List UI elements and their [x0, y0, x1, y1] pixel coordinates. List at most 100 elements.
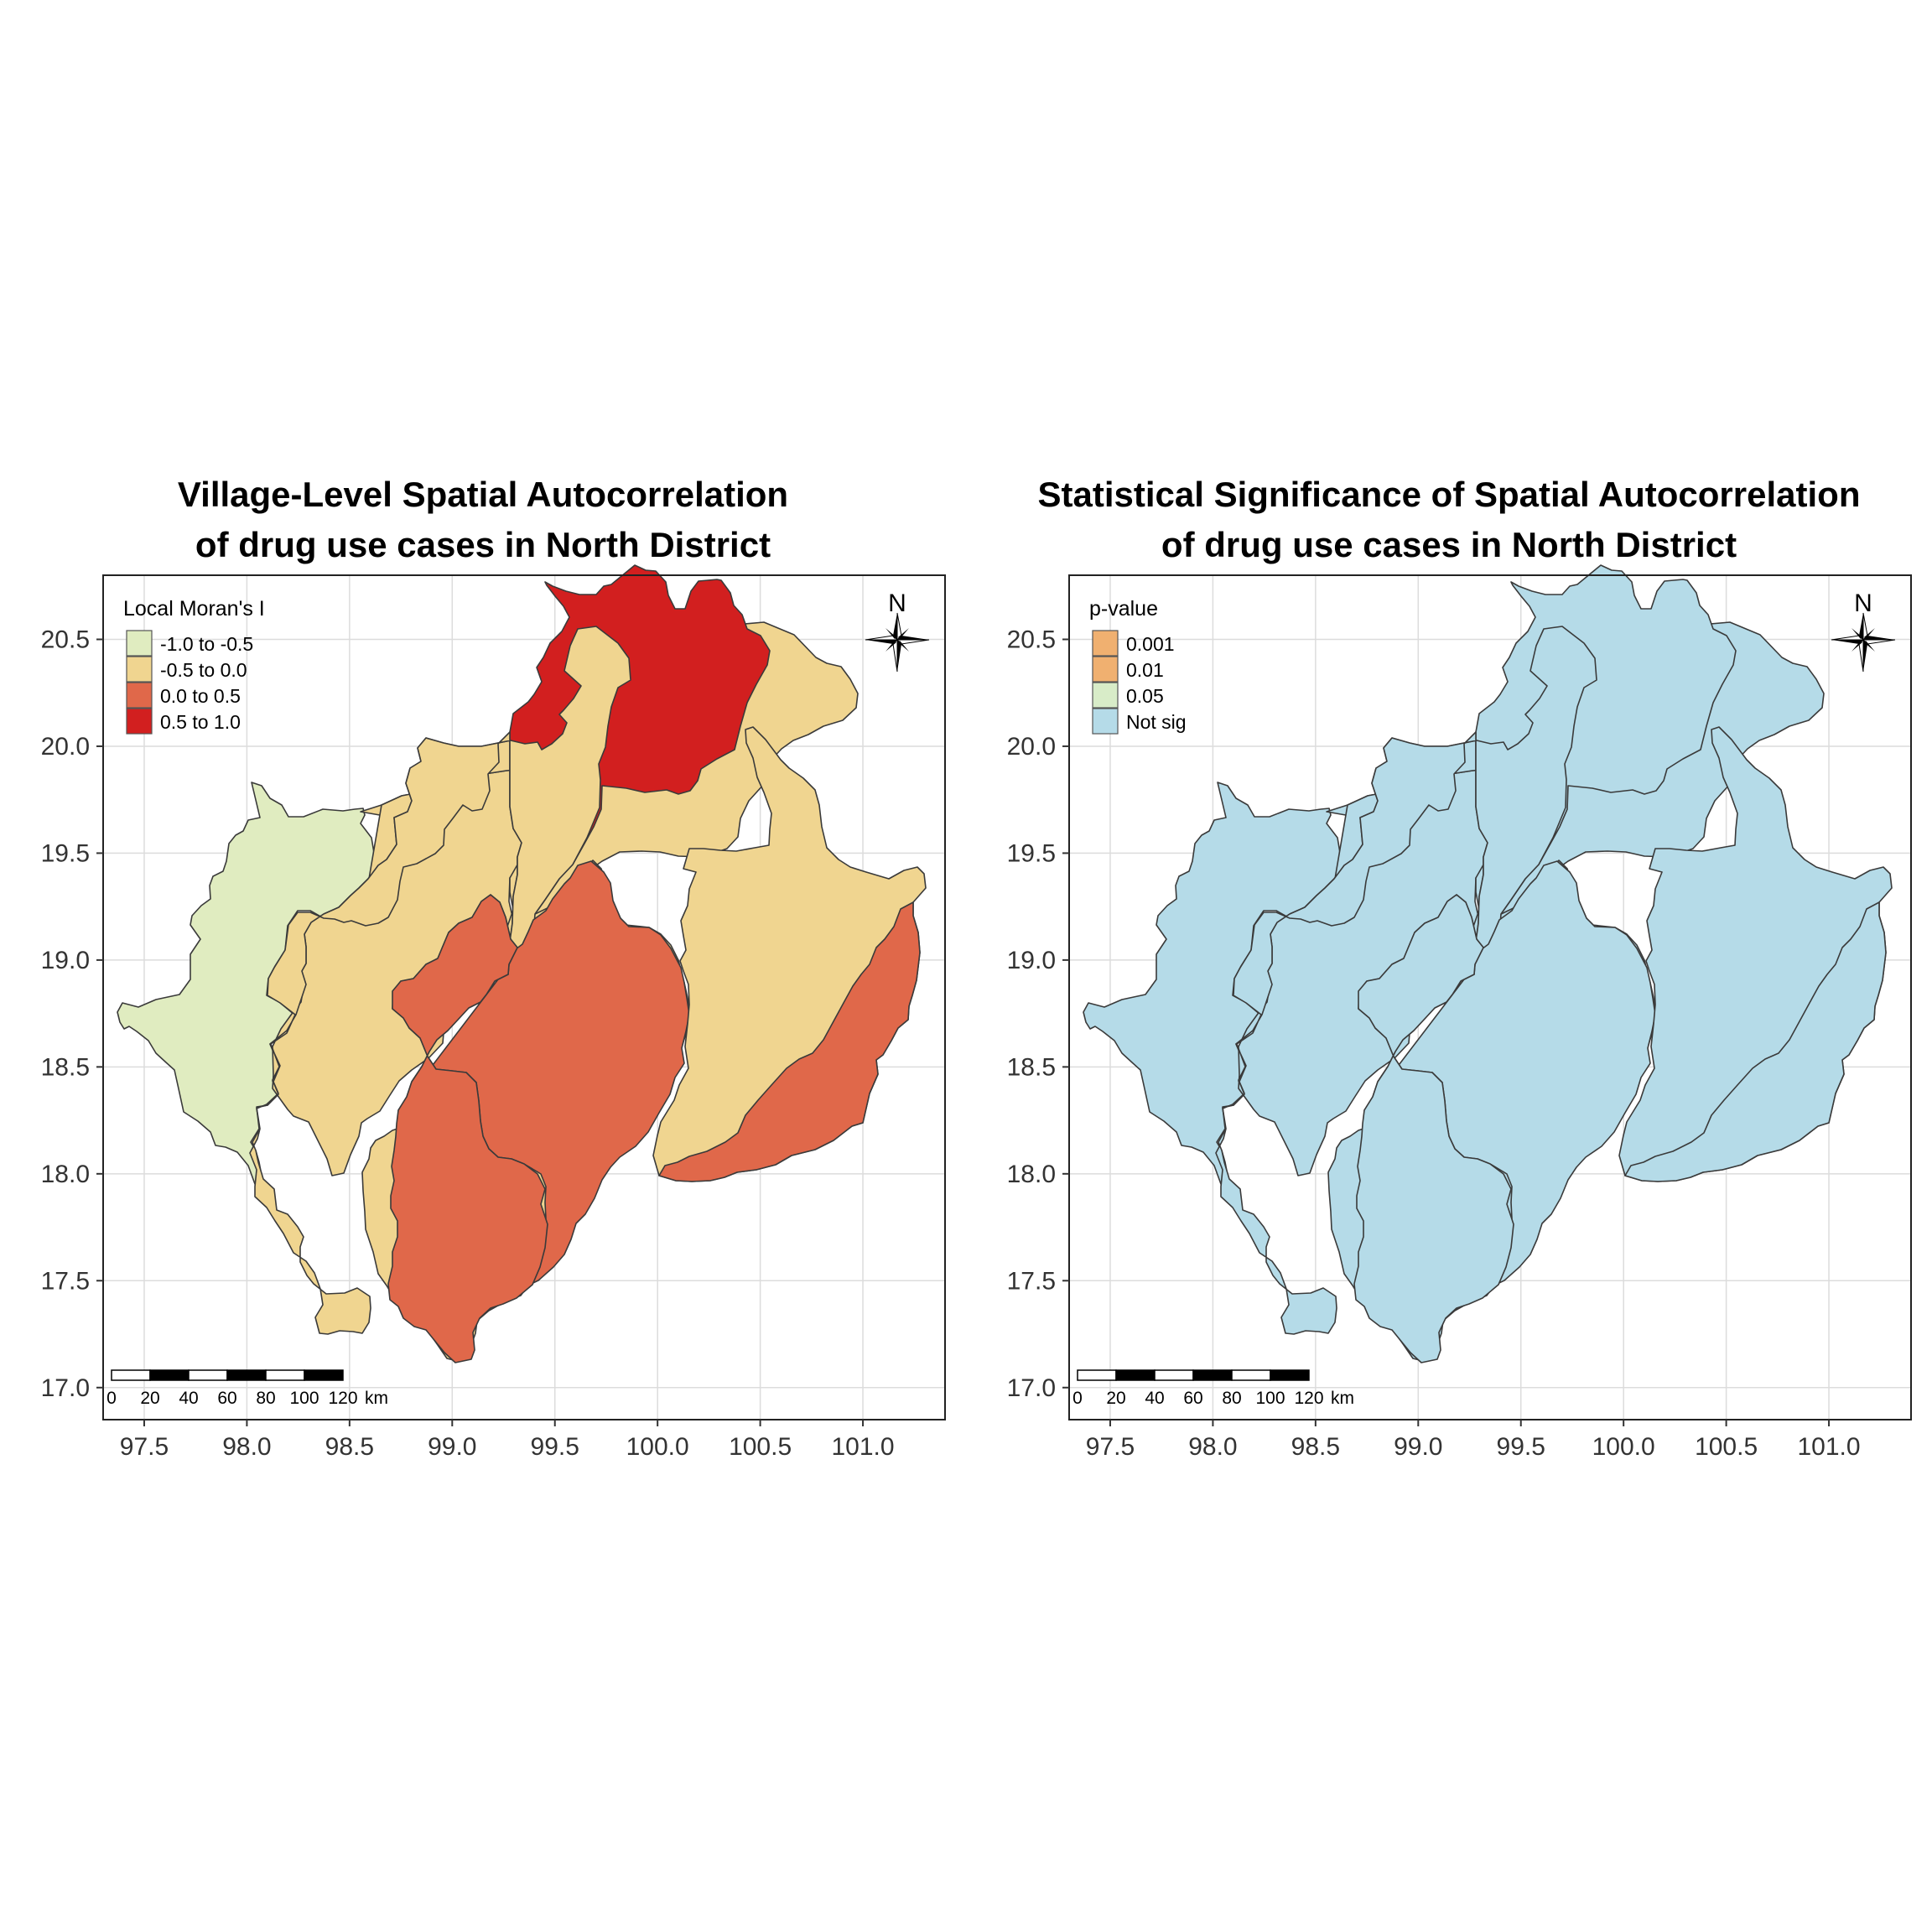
map-title: Statistical Significance of Spatial Auto…: [966, 470, 1932, 570]
compass-diagonal: [1852, 641, 1862, 652]
map-title-line-1: Statistical Significance of Spatial Auto…: [1037, 475, 1861, 514]
compass-diagonal: [898, 628, 909, 639]
scale-bar-tick-label: 60: [1183, 1389, 1202, 1408]
scale-bar-tick-label: 20: [140, 1389, 159, 1408]
compass-diagonal: [886, 641, 896, 652]
map-title-line-1: Village-Level Spatial Autocorrelation: [177, 475, 789, 514]
compass-diagonal: [1864, 641, 1875, 652]
legend-swatch: [1092, 630, 1119, 657]
x-tick-label: 99.0: [428, 1433, 476, 1461]
scale-bar-segment: [1154, 1369, 1194, 1381]
y-tick-label: 20.0: [1007, 733, 1056, 761]
legend-swatch: [1092, 708, 1119, 735]
legend-label: 0.001: [1126, 633, 1175, 655]
x-tick-label: 100.0: [1592, 1433, 1655, 1461]
district-regions: [117, 564, 927, 1363]
y-tick-label: 18.0: [41, 1161, 90, 1188]
y-tick-label: 17.0: [1007, 1374, 1056, 1402]
legend-swatch: [126, 630, 153, 657]
x-tick-label: 99.0: [1394, 1433, 1442, 1461]
scale-bar-unit: km: [365, 1389, 388, 1408]
scale-bar-segment: [1115, 1369, 1156, 1381]
north-label: N: [1854, 589, 1872, 617]
y-tick-label: 18.0: [1007, 1161, 1056, 1188]
scale-bar: 0 20 40 60 80 100 120 km: [106, 1369, 388, 1408]
y-tick-label: 20.5: [1007, 626, 1056, 653]
legend-label: 0.0 to 0.5: [160, 685, 241, 707]
axis-tick-labels: 17.0 17.5 18.0 18.5 19.0 19.5 20.0 20.5 97.5 98.0…: [41, 626, 895, 1461]
legend-swatch: [126, 708, 153, 735]
plot-frame: [1068, 574, 1912, 1420]
scale-bar-tick-label: 0: [106, 1389, 117, 1408]
moran-map-panel: Village-Level Spatial Autocorrelation of…: [0, 470, 966, 1476]
x-tick-label: 99.5: [531, 1433, 579, 1461]
scale-bar-segment: [226, 1369, 267, 1381]
legend-label: Not sig: [1126, 711, 1187, 733]
scale-bar-tick-label: 40: [179, 1389, 198, 1408]
district-region: [1353, 894, 1514, 1363]
compass-diagonal: [1864, 628, 1875, 639]
scale-bar-tick-label: 100: [289, 1389, 319, 1408]
map-title-line-2: of drug use cases in North District: [1161, 525, 1737, 564]
y-tick-label: 19.5: [1007, 839, 1056, 867]
legend-swatch: [126, 656, 153, 683]
scale-bar-tick-label: 40: [1145, 1389, 1164, 1408]
y-tick-label: 20.0: [41, 733, 90, 761]
scale-bar-tick-label: 0: [1072, 1389, 1083, 1408]
scale-bar-tick-label: 60: [217, 1389, 236, 1408]
significance-map-panel: Statistical Significance of Spatial Auto…: [966, 470, 1932, 1476]
x-tick-label: 97.5: [1086, 1433, 1135, 1461]
north-arrow-icon: N: [865, 589, 930, 673]
district-region: [249, 626, 631, 1335]
legend-label: -0.5 to 0.0: [160, 659, 247, 681]
scale-bar-tick-label: 80: [1222, 1389, 1241, 1408]
y-tick-label: 17.5: [1007, 1267, 1056, 1295]
north-arrow-icon: N: [1831, 589, 1896, 673]
district-region: [387, 894, 548, 1363]
scale-bar-unit: km: [1331, 1389, 1354, 1408]
legend-swatch: [1092, 656, 1119, 683]
x-tick-label: 100.5: [1695, 1433, 1758, 1461]
x-tick-label: 100.5: [729, 1433, 792, 1461]
map-legend: p-value 0.001 0.01 0.05 Not sig: [1089, 597, 1187, 735]
district-region: [1624, 901, 1887, 1182]
scale-bar-segment: [1270, 1369, 1310, 1381]
scale-bar-segment: [188, 1369, 228, 1381]
scale-bar-segment: [111, 1369, 151, 1381]
x-tick-label: 100.0: [626, 1433, 689, 1461]
district-region: [1215, 626, 1597, 1335]
scale-bar-segment: [149, 1369, 190, 1381]
compass-diagonal: [1852, 628, 1862, 639]
legend-swatch: [126, 682, 153, 709]
scale-bar-tick-label: 120: [328, 1389, 357, 1408]
x-tick-label: 98.5: [325, 1433, 374, 1461]
legend-label: 0.01: [1126, 659, 1164, 681]
y-tick-label: 17.5: [41, 1267, 90, 1295]
y-tick-label: 18.5: [41, 1053, 90, 1081]
scale-bar-segment: [1231, 1369, 1271, 1381]
scale-bar-segment: [1192, 1369, 1233, 1381]
y-tick-label: 17.0: [41, 1374, 90, 1402]
x-tick-label: 98.0: [1188, 1433, 1237, 1461]
y-tick-label: 19.0: [41, 947, 90, 974]
scale-bar-tick-label: 100: [1255, 1389, 1285, 1408]
scale-bar-segment: [304, 1369, 344, 1381]
legend-title: Local Moran's I: [123, 597, 265, 621]
scale-bar-segment: [265, 1369, 305, 1381]
map-title-line-2: of drug use cases in North District: [195, 525, 771, 564]
axis-tick-labels: 17.0 17.5 18.0 18.5 19.0 19.5 20.0 20.5 97.5 98.0…: [1007, 626, 1861, 1461]
legend-label: 0.05: [1126, 685, 1164, 707]
compass-diagonal: [886, 628, 896, 639]
significance-choropleth-map: 17.0 17.5 18.0 18.5 19.0 19.5 20.0 20.5 97.5 98.0…: [1007, 564, 1912, 1461]
x-tick-label: 98.0: [222, 1433, 271, 1461]
moran-choropleth-map: 17.0 17.5 18.0 18.5 19.0 19.5 20.0 20.5 97.5 98.0…: [41, 564, 946, 1461]
district-regions: [1083, 564, 1893, 1363]
district-region: [658, 901, 921, 1182]
scale-bar-tick-label: 120: [1294, 1389, 1323, 1408]
x-tick-label: 101.0: [1798, 1433, 1861, 1461]
y-tick-label: 20.5: [41, 626, 90, 653]
legend-swatch: [1092, 682, 1119, 709]
x-tick-label: 97.5: [120, 1433, 169, 1461]
y-tick-label: 18.5: [1007, 1053, 1056, 1081]
north-label: N: [888, 589, 906, 617]
